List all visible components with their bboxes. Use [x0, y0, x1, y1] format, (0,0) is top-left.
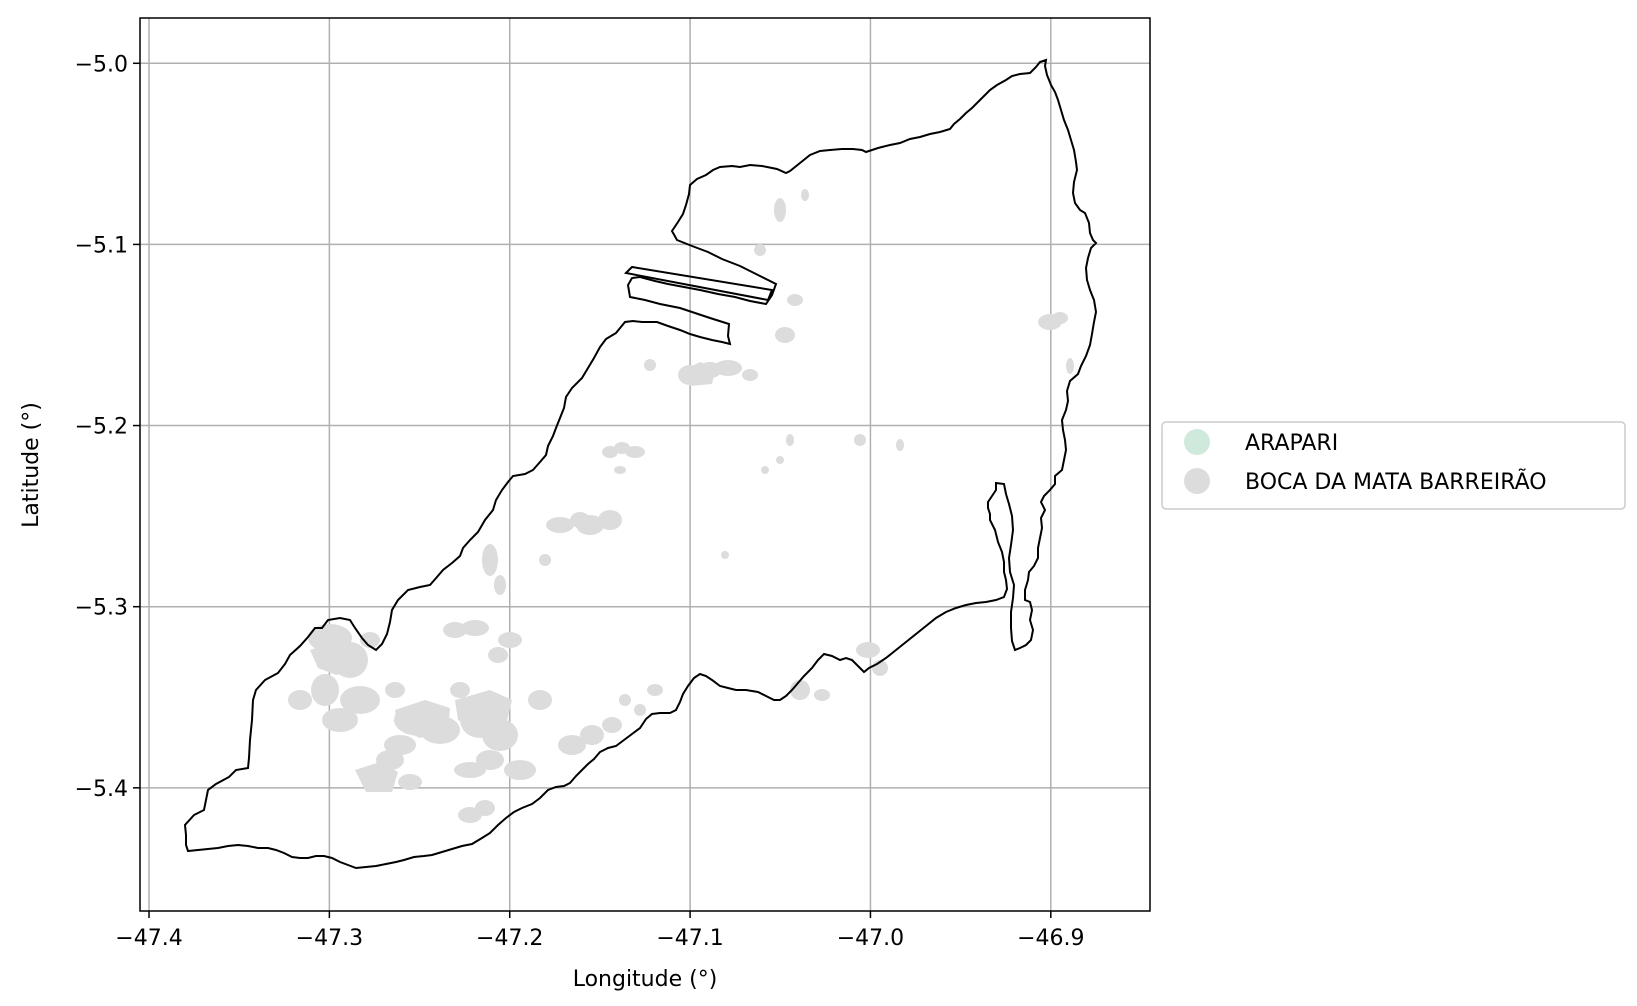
land-cover-patch	[801, 189, 809, 201]
legend-marker-boca-da-mata-barreirao	[1184, 468, 1210, 494]
land-cover-patch	[602, 717, 622, 733]
land-cover-patch	[580, 725, 604, 745]
y-tick-label: −5.0	[75, 52, 128, 77]
land-cover-patch	[896, 439, 904, 451]
land-cover-patch	[774, 198, 786, 222]
land-cover-patch	[644, 359, 656, 371]
land-cover-patch	[385, 682, 405, 698]
land-cover-patch	[322, 708, 358, 732]
y-axis-label: Latitude (°)	[19, 402, 44, 528]
legend: ARAPARI BOCA DA MATA BARREIRÃO	[1162, 422, 1625, 509]
legend-marker-arapari	[1184, 429, 1210, 455]
land-cover-patch	[539, 554, 551, 566]
land-cover-patch	[450, 682, 470, 698]
x-tick-label: −47.4	[115, 926, 182, 951]
land-cover-patch	[775, 327, 795, 343]
x-axis-label: Longitude (°)	[573, 967, 718, 992]
land-cover-patch	[614, 466, 626, 474]
land-cover-patch	[634, 704, 646, 716]
y-tick-label: −5.1	[75, 233, 128, 258]
land-cover-patch	[570, 512, 590, 528]
x-tick-label: −47.0	[837, 926, 904, 951]
plot-frame	[140, 18, 1150, 911]
municipality-boundary	[185, 60, 1096, 868]
land-cover-patch	[1052, 312, 1068, 324]
land-cover-patch	[311, 674, 339, 706]
y-tick-label: −5.3	[75, 596, 128, 621]
land-cover-patch	[787, 294, 803, 306]
land-cover-patch	[647, 684, 663, 696]
land-cover-patch	[786, 434, 794, 446]
land-cover-patch	[546, 517, 574, 533]
x-axis-ticks: −47.4 −47.3 −47.2 −47.1 −47.0 −46.9	[115, 911, 1084, 951]
legend-label-boca-da-mata-barreirao: BOCA DA MATA BARREIRÃO	[1245, 468, 1547, 495]
y-tick-label: −5.2	[75, 415, 128, 440]
legend-frame	[1162, 422, 1625, 509]
land-cover-patch	[754, 244, 766, 256]
land-cover-patch	[482, 544, 498, 576]
land-cover-patch	[504, 760, 536, 780]
land-cover-patch	[742, 369, 758, 381]
land-cover-patch	[619, 694, 631, 706]
y-axis-ticks: −5.0 −5.1 −5.2 −5.3 −5.4	[75, 52, 140, 802]
gridlines	[140, 18, 1150, 911]
land-cover-patch	[494, 575, 506, 595]
y-tick-label: −5.4	[75, 777, 128, 802]
land-cover-patch	[454, 762, 486, 778]
land-cover-patch	[398, 774, 422, 790]
land-cover-patch	[1066, 358, 1074, 374]
land-cover-patch	[614, 442, 630, 454]
legend-label-arapari: ARAPARI	[1245, 431, 1338, 456]
x-tick-label: −47.1	[656, 926, 723, 951]
land-cover-patch	[854, 434, 866, 446]
land-cover-patch	[475, 800, 495, 816]
land-cover-patch	[714, 360, 742, 376]
land-cover-patch	[598, 510, 622, 530]
land-cover-patch	[721, 551, 729, 559]
land-cover-patch	[288, 690, 312, 710]
x-tick-label: −47.3	[296, 926, 363, 951]
land-cover-patch	[856, 642, 880, 658]
land-cover-patch	[761, 466, 769, 474]
land-cover-patch	[498, 632, 522, 648]
land-cover-patch	[814, 689, 830, 701]
land-cover-patch	[488, 647, 508, 663]
x-tick-label: −47.2	[476, 926, 543, 951]
land-cover-patch	[528, 690, 552, 710]
x-tick-label: −46.9	[1017, 926, 1084, 951]
land-cover-patch	[776, 456, 784, 464]
land-cover-patch	[461, 620, 489, 636]
